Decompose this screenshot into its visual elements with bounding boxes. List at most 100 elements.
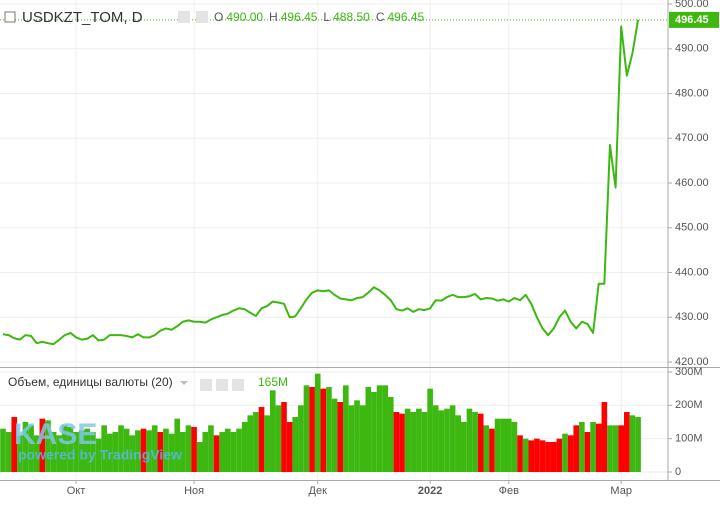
y-tick-label: 440.00 — [675, 266, 709, 278]
volume-bar — [28, 425, 34, 472]
volume-bar — [444, 408, 450, 472]
icon[interactable] — [232, 379, 244, 391]
volume-bar — [62, 425, 68, 472]
volume-bar — [320, 388, 327, 472]
ohlc-name: C — [376, 10, 385, 24]
volume-bar — [84, 428, 91, 472]
volume-bar — [202, 432, 209, 472]
volume-bar — [112, 432, 119, 472]
volume-bar — [129, 435, 136, 472]
volume-bar — [601, 402, 608, 472]
volume-bar — [624, 412, 630, 472]
volume-bar — [382, 385, 388, 472]
y-tick-label: 0 — [675, 466, 681, 478]
volume-title: Объем, единицы валюты (20) — [8, 375, 173, 389]
icon[interactable] — [216, 379, 228, 391]
y-tick-label: 500.00 — [675, 0, 709, 10]
volume-bar — [331, 398, 338, 472]
volume-bar — [466, 408, 473, 472]
x-tick-label: 2022 — [418, 485, 442, 497]
volume-bar — [359, 405, 366, 472]
volume-bar — [393, 412, 400, 472]
volume-bar — [191, 427, 197, 472]
volume-bar — [505, 418, 512, 472]
volume-bar — [101, 425, 107, 472]
volume-bar — [5, 432, 12, 472]
volume-bar — [185, 425, 192, 472]
x-tick-label: Дек — [309, 485, 328, 497]
y-tick-label: 430.00 — [675, 311, 709, 323]
volume-bar — [579, 422, 585, 472]
volume-bar — [292, 417, 299, 472]
ohlc-name: H — [269, 10, 278, 24]
checkbox[interactable] — [4, 11, 16, 23]
dropdown-arrow[interactable] — [180, 381, 188, 385]
volume-bar — [269, 390, 276, 472]
volume-bar — [168, 433, 175, 472]
volume-current: 165M — [258, 375, 288, 389]
volume-bar — [163, 428, 169, 472]
volume-bar — [399, 413, 405, 472]
volume-bar — [477, 413, 484, 472]
volume-bar — [500, 418, 506, 472]
y-tick-label: 450.00 — [675, 222, 709, 234]
volume-bar — [612, 425, 619, 472]
volume-bar — [550, 442, 557, 472]
volume-bar — [461, 422, 467, 472]
volume-bar — [449, 405, 456, 472]
volume-bar — [309, 387, 315, 472]
volume-bar — [432, 405, 439, 472]
volume-bar — [247, 415, 254, 472]
last-price-label: 496.45 — [675, 14, 709, 26]
volume-bar — [354, 400, 360, 472]
icon[interactable] — [200, 379, 212, 391]
volume-bar — [50, 432, 57, 472]
icon[interactable] — [178, 11, 190, 23]
volume-bar — [174, 418, 181, 472]
volume-bar — [595, 423, 602, 472]
x-tick-label: Фев — [499, 485, 519, 497]
y-tick-label: 480.00 — [675, 87, 709, 99]
volume-bar — [337, 402, 344, 472]
volume-bar — [67, 427, 74, 472]
volume-bar — [314, 373, 321, 472]
price-line — [2, 19, 640, 346]
volume-bar — [410, 412, 417, 472]
icon[interactable] — [196, 11, 208, 23]
x-tick-label: Ноя — [184, 485, 204, 497]
watermark-logo: KASE — [14, 418, 97, 451]
volume-bar — [376, 385, 383, 472]
volume-bar — [438, 410, 445, 472]
volume-bar — [180, 432, 186, 472]
ohlc-value: 496.45 — [281, 10, 318, 24]
volume-bar — [387, 397, 394, 472]
ohlc-value: 488.50 — [333, 10, 370, 24]
volume-bar — [22, 422, 29, 472]
volume-bar — [545, 442, 551, 472]
volume-bar — [556, 438, 563, 472]
volume-bar — [416, 408, 422, 472]
volume-bar — [258, 407, 265, 472]
volume-bar — [427, 388, 433, 472]
volume-bar — [573, 425, 580, 472]
volume-bar — [343, 385, 349, 472]
y-tick-label: 100M — [675, 433, 703, 445]
volume-bar — [483, 425, 490, 472]
volume-bar — [494, 418, 501, 472]
volume-bar — [522, 438, 529, 472]
volume-bar — [534, 438, 540, 472]
volume-bar — [213, 435, 220, 472]
y-tick-label: 460.00 — [675, 177, 709, 189]
volume-bar — [562, 433, 568, 472]
volume-bar — [275, 405, 282, 472]
volume-bar — [348, 405, 355, 472]
volume-bar — [11, 417, 18, 472]
volume-bar — [106, 433, 113, 472]
ohlc-value: 490.00 — [226, 10, 263, 24]
volume-bar — [146, 430, 152, 472]
volume-bar — [123, 428, 130, 472]
volume-bar — [196, 442, 203, 472]
volume-bar — [90, 432, 96, 472]
